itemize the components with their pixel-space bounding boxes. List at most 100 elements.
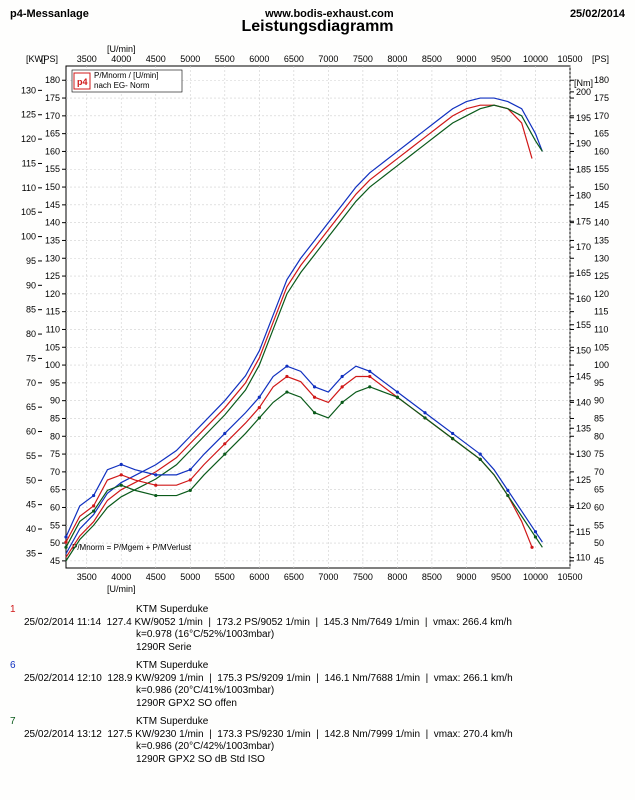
svg-text:110: 110 xyxy=(22,183,36,193)
svg-text:[Nm]: [Nm] xyxy=(574,78,593,88)
svg-text:150: 150 xyxy=(594,182,609,192)
svg-text:[U/min]: [U/min] xyxy=(107,584,136,594)
svg-text:115: 115 xyxy=(46,307,60,317)
svg-text:P/Mnorm / [U/min]: P/Mnorm / [U/min] xyxy=(94,71,158,80)
svg-text:175: 175 xyxy=(576,216,591,226)
svg-text:9500: 9500 xyxy=(491,572,511,582)
svg-text:85: 85 xyxy=(50,413,60,423)
svg-text:80: 80 xyxy=(594,431,604,441)
svg-text:85: 85 xyxy=(26,305,36,315)
svg-text:9500: 9500 xyxy=(491,54,511,64)
chart-title: Leistungsdiagramm xyxy=(10,18,625,36)
svg-text:150: 150 xyxy=(576,346,591,356)
svg-text:nach EG- Norm: nach EG- Norm xyxy=(94,81,150,90)
svg-text:9000: 9000 xyxy=(456,572,476,582)
svg-text:95: 95 xyxy=(26,256,36,266)
header-right: 25/02/2014 xyxy=(570,8,625,20)
svg-text:135: 135 xyxy=(576,423,591,433)
svg-text:120: 120 xyxy=(21,134,36,144)
svg-text:55: 55 xyxy=(594,520,604,530)
svg-text:160: 160 xyxy=(45,146,60,156)
svg-text:8000: 8000 xyxy=(387,54,407,64)
svg-text:165: 165 xyxy=(594,129,609,139)
svg-text:120: 120 xyxy=(576,501,591,511)
svg-text:120: 120 xyxy=(45,289,60,299)
svg-text:60: 60 xyxy=(50,502,60,512)
svg-text:40: 40 xyxy=(26,524,36,534)
svg-text:50: 50 xyxy=(26,475,36,485)
svg-text:45: 45 xyxy=(594,556,604,566)
runs-block: 1KTM Superduke25/02/2014 11:14 127.4 KW/… xyxy=(10,604,625,766)
svg-text:100: 100 xyxy=(594,360,609,370)
svg-text:135: 135 xyxy=(45,235,60,245)
svg-text:190: 190 xyxy=(576,139,591,149)
svg-text:6500: 6500 xyxy=(284,54,304,64)
svg-text:4000: 4000 xyxy=(111,54,131,64)
svg-text:7000: 7000 xyxy=(318,572,338,582)
svg-text:180: 180 xyxy=(576,190,591,200)
svg-text:60: 60 xyxy=(594,502,604,512)
svg-text:75: 75 xyxy=(26,353,36,363)
svg-text:165: 165 xyxy=(45,129,60,139)
page: p4-Messanlage www.bodis-exhaust.com 25/0… xyxy=(0,0,635,800)
svg-text:P/Mnorm = P/Mgem + P/MVerlust: P/Mnorm = P/Mgem + P/MVerlust xyxy=(72,543,192,552)
svg-text:180: 180 xyxy=(594,75,609,85)
svg-text:115: 115 xyxy=(576,527,590,537)
run-entry: 1KTM Superduke25/02/2014 11:14 127.4 KW/… xyxy=(10,604,625,654)
svg-text:185: 185 xyxy=(576,165,591,175)
svg-text:100: 100 xyxy=(45,360,60,370)
svg-text:95: 95 xyxy=(50,378,60,388)
svg-text:175: 175 xyxy=(594,93,609,103)
svg-text:150: 150 xyxy=(45,182,60,192)
svg-text:70: 70 xyxy=(594,467,604,477)
svg-text:50: 50 xyxy=(594,538,604,548)
svg-text:90: 90 xyxy=(50,396,60,406)
svg-text:8000: 8000 xyxy=(387,572,407,582)
svg-text:110: 110 xyxy=(46,324,60,334)
svg-text:4500: 4500 xyxy=(146,572,166,582)
svg-text:p4: p4 xyxy=(77,77,88,87)
svg-text:110: 110 xyxy=(576,553,590,563)
run-entry: 7KTM Superduke25/02/2014 13:12 127.5 KW/… xyxy=(10,716,625,766)
svg-text:35: 35 xyxy=(26,548,36,558)
svg-text:5500: 5500 xyxy=(215,572,235,582)
svg-text:70: 70 xyxy=(26,378,36,388)
svg-text:90: 90 xyxy=(26,280,36,290)
svg-text:95: 95 xyxy=(594,378,604,388)
svg-text:10500: 10500 xyxy=(557,572,582,582)
run-entry: 6KTM Superduke25/02/2014 12:10 128.9 KW/… xyxy=(10,660,625,710)
svg-text:75: 75 xyxy=(594,449,604,459)
header-left: p4-Messanlage xyxy=(10,8,89,20)
svg-text:125: 125 xyxy=(594,271,609,281)
svg-text:195: 195 xyxy=(576,113,591,123)
svg-text:[PS]: [PS] xyxy=(592,54,609,64)
svg-text:140: 140 xyxy=(594,218,609,228)
svg-text:45: 45 xyxy=(50,556,60,566)
svg-text:135: 135 xyxy=(594,235,609,245)
svg-text:65: 65 xyxy=(594,485,604,495)
svg-text:10500: 10500 xyxy=(557,54,582,64)
svg-text:85: 85 xyxy=(594,413,604,423)
svg-text:105: 105 xyxy=(21,207,36,217)
svg-text:160: 160 xyxy=(594,146,609,156)
svg-text:175: 175 xyxy=(45,93,60,103)
svg-text:10000: 10000 xyxy=(523,54,548,64)
svg-text:60: 60 xyxy=(26,427,36,437)
svg-text:105: 105 xyxy=(45,342,60,352)
svg-text:170: 170 xyxy=(594,111,609,121)
svg-text:140: 140 xyxy=(576,397,591,407)
svg-text:4500: 4500 xyxy=(146,54,166,64)
svg-text:100: 100 xyxy=(21,232,36,242)
svg-text:115: 115 xyxy=(22,158,36,168)
svg-text:145: 145 xyxy=(45,200,60,210)
svg-text:5000: 5000 xyxy=(180,54,200,64)
svg-text:6000: 6000 xyxy=(249,572,269,582)
svg-text:4000: 4000 xyxy=(111,572,131,582)
svg-text:180: 180 xyxy=(45,75,60,85)
svg-text:145: 145 xyxy=(576,372,591,382)
svg-text:155: 155 xyxy=(594,164,609,174)
svg-text:45: 45 xyxy=(26,500,36,510)
svg-text:9000: 9000 xyxy=(456,54,476,64)
svg-text:125: 125 xyxy=(576,475,591,485)
svg-text:65: 65 xyxy=(50,485,60,495)
